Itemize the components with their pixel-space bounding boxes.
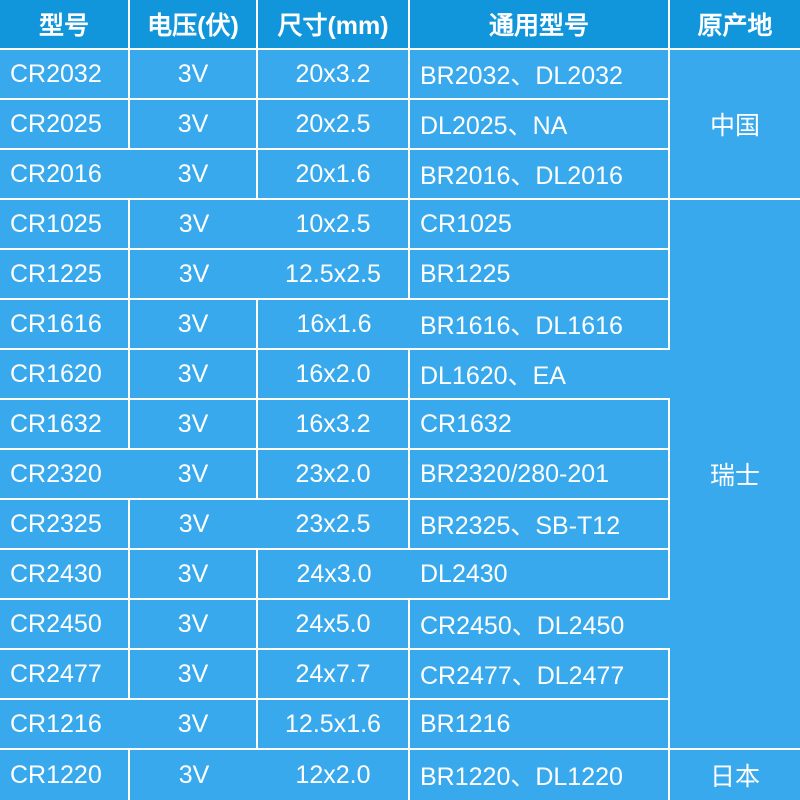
cell-compat: BR2016、DL2016 [410,150,670,200]
cell-compat: CR2450、DL2450 [410,600,670,650]
cell-model: CR1616 [0,300,130,350]
cell-voltage: 3V [130,150,258,200]
cell-model: CR1225 [0,250,130,300]
cell-compat: CR1632 [410,400,670,450]
cell-size: 10x2.5 [258,200,410,250]
cell-model: CR1632 [0,400,130,450]
battery-spec-table: 型号 电压(伏) 尺寸(mm) 通用型号 原产地 CR2032 3V 20x3.… [0,0,800,800]
cell-compat: BR1220、DL1220 [410,750,670,800]
col-header-model: 型号 [0,0,130,50]
cell-voltage: 3V [130,350,258,400]
cell-voltage: 3V [130,450,258,500]
cell-size: 24x5.0 [258,600,410,650]
cell-compat: DL2430 [410,550,670,600]
cell-voltage: 3V [130,600,258,650]
cell-voltage: 3V [130,300,258,350]
col-header-size: 尺寸(mm) [258,0,410,50]
cell-size: 12x2.0 [258,750,410,800]
cell-model: CR2430 [0,550,130,600]
cell-model: CR1025 [0,200,130,250]
cell-size: 12.5x2.5 [258,250,410,300]
cell-compat: BR2032、DL2032 [410,50,670,100]
cell-compat: DL2025、NA [410,100,670,150]
cell-size: 16x2.0 [258,350,410,400]
col-header-compat: 通用型号 [410,0,670,50]
cell-voltage: 3V [130,400,258,450]
cell-model: CR2032 [0,50,130,100]
cell-size: 20x2.5 [258,100,410,150]
cell-origin: 瑞士 [670,200,800,750]
cell-size: 16x1.6 [258,300,410,350]
cell-origin: 日本 [670,750,800,800]
cell-compat: BR1225 [410,250,670,300]
cell-compat: DL1620、EA [410,350,670,400]
cell-voltage: 3V [130,700,258,750]
cell-model: CR2450 [0,600,130,650]
cell-compat: CR1025 [410,200,670,250]
cell-size: 24x7.7 [258,650,410,700]
col-header-origin: 原产地 [670,0,800,50]
cell-compat: BR2325、SB-T12 [410,500,670,550]
cell-compat: BR1216 [410,700,670,750]
cell-voltage: 3V [130,500,258,550]
cell-size: 12.5x1.6 [258,700,410,750]
cell-compat: CR2477、DL2477 [410,650,670,700]
cell-voltage: 3V [130,50,258,100]
cell-size: 23x2.0 [258,450,410,500]
cell-voltage: 3V [130,650,258,700]
cell-size: 20x1.6 [258,150,410,200]
cell-compat: BR1616、DL1616 [410,300,670,350]
cell-model: CR1220 [0,750,130,800]
cell-model: CR2477 [0,650,130,700]
cell-model: CR2016 [0,150,130,200]
cell-model: CR2025 [0,100,130,150]
cell-voltage: 3V [130,250,258,300]
cell-model: CR2325 [0,500,130,550]
cell-size: 16x3.2 [258,400,410,450]
cell-size: 20x3.2 [258,50,410,100]
cell-size: 23x2.5 [258,500,410,550]
cell-model: CR2320 [0,450,130,500]
cell-model: CR1216 [0,700,130,750]
cell-compat: BR2320/280-201 [410,450,670,500]
cell-voltage: 3V [130,200,258,250]
cell-size: 24x3.0 [258,550,410,600]
cell-voltage: 3V [130,750,258,800]
cell-origin: 中国 [670,50,800,200]
cell-voltage: 3V [130,550,258,600]
cell-voltage: 3V [130,100,258,150]
cell-model: CR1620 [0,350,130,400]
col-header-voltage: 电压(伏) [130,0,258,50]
